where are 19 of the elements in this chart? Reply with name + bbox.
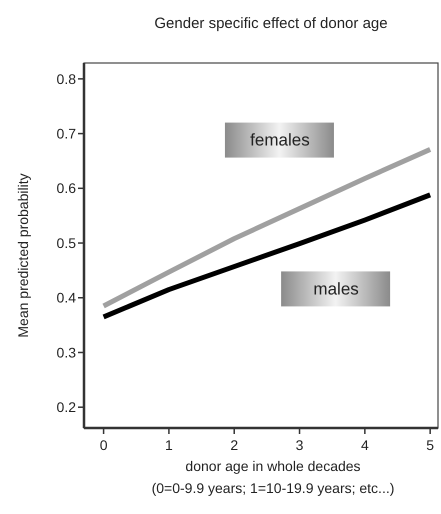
x-tick-label: 5	[426, 437, 434, 453]
x-tick-label: 3	[296, 437, 304, 453]
chart-title: Gender specific effect of donor age	[154, 15, 388, 32]
y-tick-label: 0.2	[56, 399, 76, 416]
y-tick-label: 0.4	[56, 290, 76, 306]
x-axis-title: donor age in whole decades	[185, 458, 361, 474]
text: males	[313, 279, 359, 298]
y-axis-title: Mean predicted probability	[15, 173, 31, 338]
y-tick-label: 0.5	[56, 234, 76, 251]
y-tick-label: 0.8	[56, 70, 76, 87]
x-tick-label: 2	[230, 437, 238, 453]
x-tick-label: 0	[100, 437, 108, 453]
text: females	[250, 130, 310, 150]
x-tick-label: 1	[165, 437, 174, 453]
y-tick-label: 0.3	[56, 344, 76, 360]
y-tick-label: 0.7	[56, 125, 76, 142]
x-tick-label: 4	[360, 437, 369, 453]
text: (0=0-9.9 years; 1=10-19.9 years; etc...)	[152, 480, 394, 496]
y-tick-label: 0.6	[56, 180, 76, 196]
